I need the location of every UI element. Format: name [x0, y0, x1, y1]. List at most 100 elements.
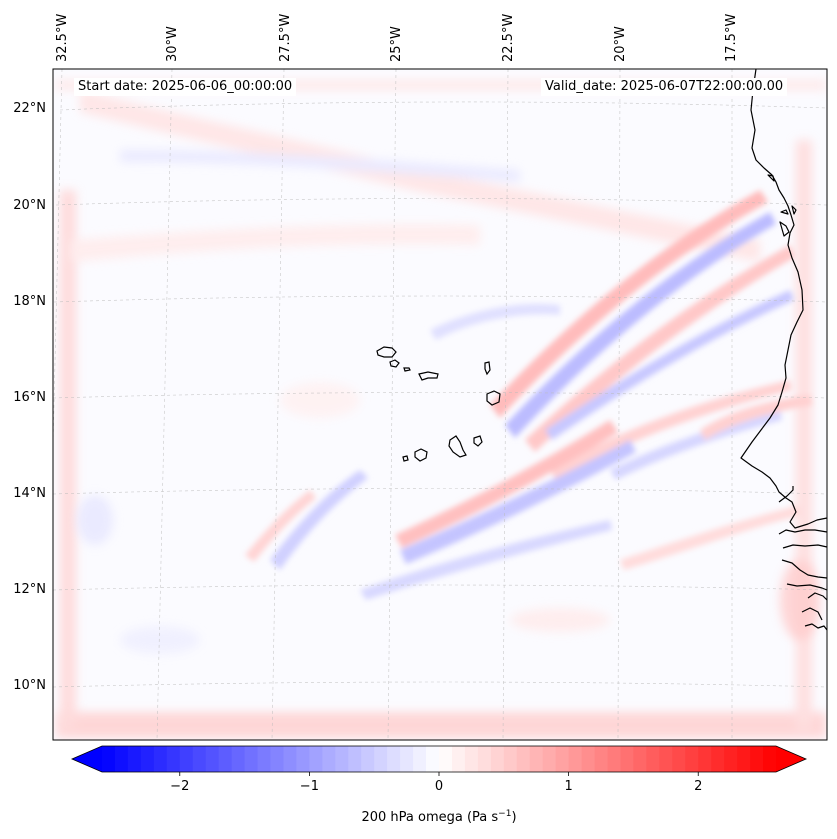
- colorbar-swatch: [750, 746, 764, 772]
- colorbar-swatch: [451, 746, 466, 772]
- colorbar-swatch: [503, 746, 518, 772]
- colorbar-swatch: [555, 746, 570, 772]
- lat-label: 14°N: [13, 486, 46, 501]
- colorbar-outline: [70, 745, 808, 773]
- colorbar-swatch: [568, 746, 583, 772]
- lat-label: 12°N: [13, 582, 46, 597]
- colorbar-swatch: [413, 746, 427, 772]
- colorbar-tick-label: 0: [435, 779, 443, 794]
- lon-label: 22.5°W: [501, 14, 516, 62]
- map-frame: [52, 68, 828, 741]
- lon-label: 30°W: [165, 26, 180, 62]
- colorbar: −2 −1 0 1 2 200 hPa omega (Pa s−1): [70, 745, 808, 825]
- colorbar-swatch: [607, 746, 622, 772]
- colorbar-swatches: [72, 746, 806, 772]
- colorbar-swatch: [542, 746, 557, 772]
- start-date-label: Start date: 2025-06-06_00:00:00: [74, 78, 297, 96]
- colorbar-swatch: [633, 746, 647, 772]
- colorbar-swatch: [335, 746, 349, 772]
- colorbar-swatch: [348, 746, 362, 772]
- longitude-labels: 32.5°W 30°W 27.5°W 25°W 22.5°W 20°W 17.5…: [55, 14, 739, 62]
- colorbar-swatch: [296, 746, 310, 772]
- colorbar-swatch: [192, 746, 207, 772]
- colorbar-swatch: [231, 746, 246, 772]
- colorbar-tick-label: 1: [564, 779, 572, 794]
- colorbar-swatch: [257, 746, 272, 772]
- colorbar-swatch: [127, 746, 142, 772]
- colorbar-tick-label: −2: [170, 779, 189, 794]
- island-boa-vista: [486, 390, 501, 406]
- colorbar-label-suffix: ): [511, 810, 516, 825]
- colorbar-extend-max: [776, 746, 806, 772]
- colorbar-swatch: [594, 746, 609, 772]
- lat-label: 10°N: [13, 678, 46, 693]
- colorbar-swatch: [724, 746, 738, 772]
- valid-date-label: Valid_date: 2025-06-07T22:00:00.00: [541, 78, 788, 96]
- colorbar-swatch: [659, 746, 673, 772]
- lat-label: 16°N: [13, 390, 46, 405]
- colorbar-swatch: [490, 746, 505, 772]
- island-sao-vicente: [389, 359, 400, 368]
- colorbar-swatch: [672, 746, 686, 772]
- colorbar-swatch: [179, 746, 194, 772]
- colorbar-swatch: [153, 746, 168, 772]
- omega-field: [53, 69, 827, 740]
- colorbar-swatch: [140, 746, 155, 772]
- island-fogo: [414, 448, 428, 462]
- island-santa-luzia: [403, 367, 411, 372]
- lat-label: 18°N: [13, 294, 46, 309]
- colorbar-tick-label: −1: [300, 779, 319, 794]
- island-brava: [402, 455, 409, 462]
- colorbar-swatch: [387, 746, 401, 772]
- colorbar-swatch: [400, 746, 414, 772]
- colorbar-swatch: [114, 746, 129, 772]
- island-santo-antao: [376, 346, 397, 358]
- colorbar-swatch: [374, 746, 388, 772]
- colorbar-tick-label: 2: [694, 779, 702, 794]
- lon-label: 32.5°W: [55, 14, 70, 62]
- colorbar-swatch: [464, 746, 479, 772]
- colorbar-swatch: [620, 746, 635, 772]
- colorbar-swatch: [166, 746, 181, 772]
- colorbar-swatch: [361, 746, 375, 772]
- colorbar-ticks: −2 −1 0 1 2: [170, 772, 702, 794]
- colorbar-swatch: [283, 746, 298, 772]
- colorbar-swatch: [322, 746, 336, 772]
- colorbar-swatch: [270, 746, 285, 772]
- latitude-labels: 22°N 20°N 18°N 16°N 14°N 12°N 10°N: [13, 101, 46, 693]
- colorbar-swatch: [646, 746, 660, 772]
- lat-label: 20°N: [13, 198, 46, 213]
- lon-label: 17.5°W: [724, 14, 739, 62]
- african-coastline: [740, 68, 828, 631]
- island-santiago: [448, 435, 467, 458]
- colorbar-label-exponent: −1: [498, 809, 511, 819]
- colorbar-swatch: [218, 746, 233, 772]
- colorbar-swatch: [698, 746, 712, 772]
- colorbar-extend-min: [72, 746, 102, 772]
- colorbar-swatch: [102, 746, 116, 772]
- lat-label: 22°N: [13, 101, 46, 116]
- colorbar-swatch: [516, 746, 531, 772]
- island-sal: [484, 361, 491, 376]
- graticule: [53, 69, 827, 740]
- colorbar-swatch: [737, 746, 751, 772]
- colorbar-swatch: [439, 746, 453, 772]
- colorbar-swatch: [711, 746, 725, 772]
- lon-label: 25°W: [389, 26, 404, 62]
- lon-label: 27.5°W: [278, 14, 293, 62]
- colorbar-swatch: [581, 746, 596, 772]
- colorbar-label-text: 200 hPa omega (Pa s: [361, 810, 498, 825]
- cabo-verde-islands: [376, 346, 501, 462]
- island-sao-nicolau: [418, 371, 439, 381]
- island-maio: [473, 435, 483, 447]
- colorbar-swatch: [763, 746, 777, 772]
- colorbar-swatch: [529, 746, 544, 772]
- colorbar-swatch: [477, 746, 492, 772]
- colorbar-label: 200 hPa omega (Pa s−1): [361, 809, 516, 825]
- lon-label: 20°W: [613, 26, 628, 62]
- colorbar-swatch: [244, 746, 259, 772]
- colorbar-swatch: [205, 746, 220, 772]
- colorbar-swatch: [426, 746, 440, 772]
- colorbar-swatch: [685, 746, 699, 772]
